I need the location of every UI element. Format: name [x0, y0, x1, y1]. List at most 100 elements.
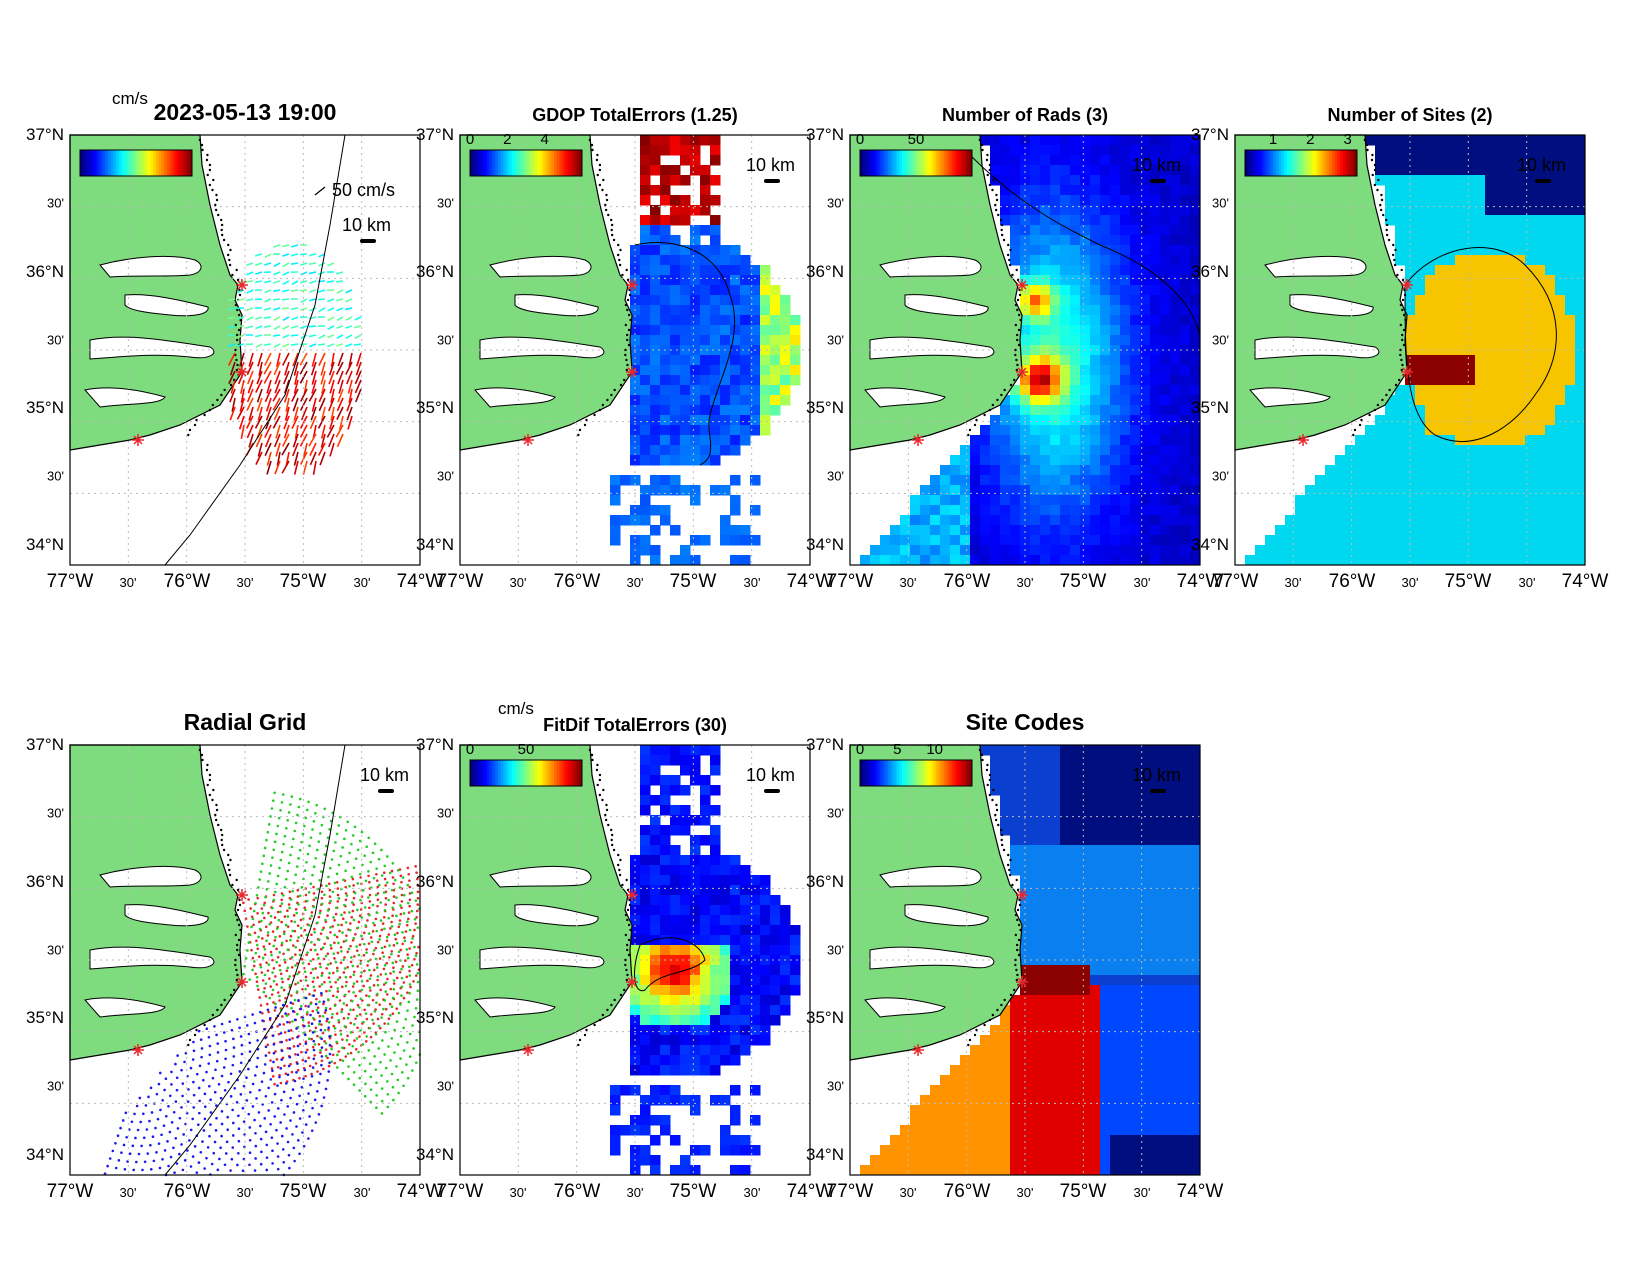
- colorbar-cell: [1343, 150, 1347, 176]
- current-vector: [354, 379, 362, 394]
- data-cell: [1455, 475, 1466, 486]
- data-cell: [1395, 515, 1406, 526]
- coast-dot: [208, 1018, 212, 1022]
- data-cell: [1445, 555, 1456, 566]
- data-cell: [750, 275, 761, 286]
- data-cell: [710, 755, 721, 766]
- data-cell: [1375, 465, 1386, 476]
- data-cell: [650, 845, 661, 856]
- radial-grid-point: [399, 1057, 402, 1060]
- radial-grid-point: [310, 1075, 314, 1078]
- data-cell: [1535, 285, 1546, 296]
- radial-grid-point: [408, 904, 411, 908]
- radial-grid-point: [398, 970, 402, 974]
- radial-grid-point: [239, 1035, 243, 1038]
- radial-grid-point: [324, 954, 328, 958]
- data-cell: [640, 435, 651, 446]
- current-vector: [308, 325, 317, 328]
- lon-tick-label: 76°W: [553, 571, 601, 592]
- data-cell: [950, 485, 961, 496]
- data-cell: [1030, 255, 1041, 266]
- data-cell: [1575, 255, 1586, 266]
- data-cell: [1505, 405, 1516, 416]
- data-cell: [1525, 355, 1536, 366]
- data-cell: [1150, 245, 1161, 256]
- data-cell: [700, 355, 711, 366]
- data-cell: [1525, 305, 1536, 316]
- data-cell: [1130, 155, 1141, 166]
- data-cell: [660, 235, 671, 246]
- coast-dot: [978, 138, 982, 142]
- radial-grid-point: [266, 934, 270, 937]
- radial-grid-point: [352, 982, 356, 985]
- radial-grid-point: [280, 898, 284, 902]
- current-vector: [237, 316, 245, 321]
- data-cell: [1150, 345, 1161, 356]
- data-cell: [1485, 295, 1496, 306]
- data-cell: [1575, 305, 1586, 316]
- data-cell: [680, 375, 691, 386]
- data-cell: [620, 475, 631, 486]
- radial-grid-point: [340, 949, 343, 953]
- data-cell: [1080, 195, 1091, 206]
- data-cell: [1395, 415, 1406, 426]
- radial-grid-point: [400, 985, 404, 989]
- radial-grid-point: [350, 915, 354, 919]
- coast-dot: [1382, 213, 1385, 217]
- radial-grid-point: [385, 939, 389, 942]
- radial-grid-point: [258, 878, 261, 881]
- coast-dot: [198, 748, 202, 752]
- radial-grid-point: [270, 1067, 274, 1070]
- data-cell: [1575, 345, 1586, 356]
- coast-dot: [227, 853, 230, 857]
- radial-grid-point: [114, 1166, 118, 1170]
- radial-grid-point: [323, 942, 326, 946]
- data-cell: [1190, 175, 1201, 186]
- data-cell: [1070, 425, 1081, 436]
- radial-grid-point: [337, 923, 340, 927]
- data-cell: [1575, 485, 1586, 496]
- data-cell: [1525, 415, 1536, 426]
- data-cell: [1255, 545, 1266, 556]
- radial-grid-point: [135, 1160, 138, 1164]
- radial-grid-point: [276, 1084, 279, 1087]
- data-cell: [1060, 375, 1071, 386]
- colorbar-cell: [166, 150, 171, 176]
- data-cell: [1040, 455, 1051, 466]
- radial-grid-point: [271, 1034, 275, 1037]
- data-cell: [1495, 325, 1506, 336]
- data-cell: [1120, 365, 1131, 376]
- data-cell: [760, 315, 771, 326]
- radial-grid-point: [391, 1012, 395, 1016]
- data-cell: [1060, 505, 1071, 516]
- data-cell: [1555, 255, 1566, 266]
- data-cell: [1295, 515, 1306, 526]
- data-cell: [1315, 545, 1326, 556]
- data-cell: [670, 555, 681, 566]
- data-cell: [650, 165, 661, 176]
- data-cell: [690, 145, 701, 156]
- radial-grid-point: [304, 1004, 307, 1008]
- radial-grid-point: [361, 889, 365, 892]
- radial-grid-point: [363, 1008, 366, 1012]
- data-cell: [610, 495, 621, 506]
- data-cell: [1555, 525, 1566, 536]
- radial-grid-point: [204, 1105, 207, 1108]
- radial-grid-point: [258, 1088, 261, 1092]
- data-cell: [1365, 515, 1376, 526]
- data-cell: [1170, 315, 1181, 326]
- data-cell: [1555, 355, 1566, 366]
- colorbar-cell: [556, 150, 561, 176]
- radial-grid-point: [392, 987, 396, 991]
- radial-grid-point: [329, 931, 332, 934]
- data-cell: [1150, 225, 1161, 236]
- data-cell: [710, 145, 721, 156]
- radial-grid-point: [272, 979, 276, 983]
- radial-grid-point: [196, 1123, 200, 1126]
- radial-grid-point: [279, 1081, 283, 1085]
- current-vector: [300, 406, 308, 421]
- coast-dot: [208, 183, 212, 187]
- data-cell: [1170, 555, 1181, 566]
- radial-grid-point: [402, 1049, 406, 1052]
- data-cell: [1455, 255, 1466, 266]
